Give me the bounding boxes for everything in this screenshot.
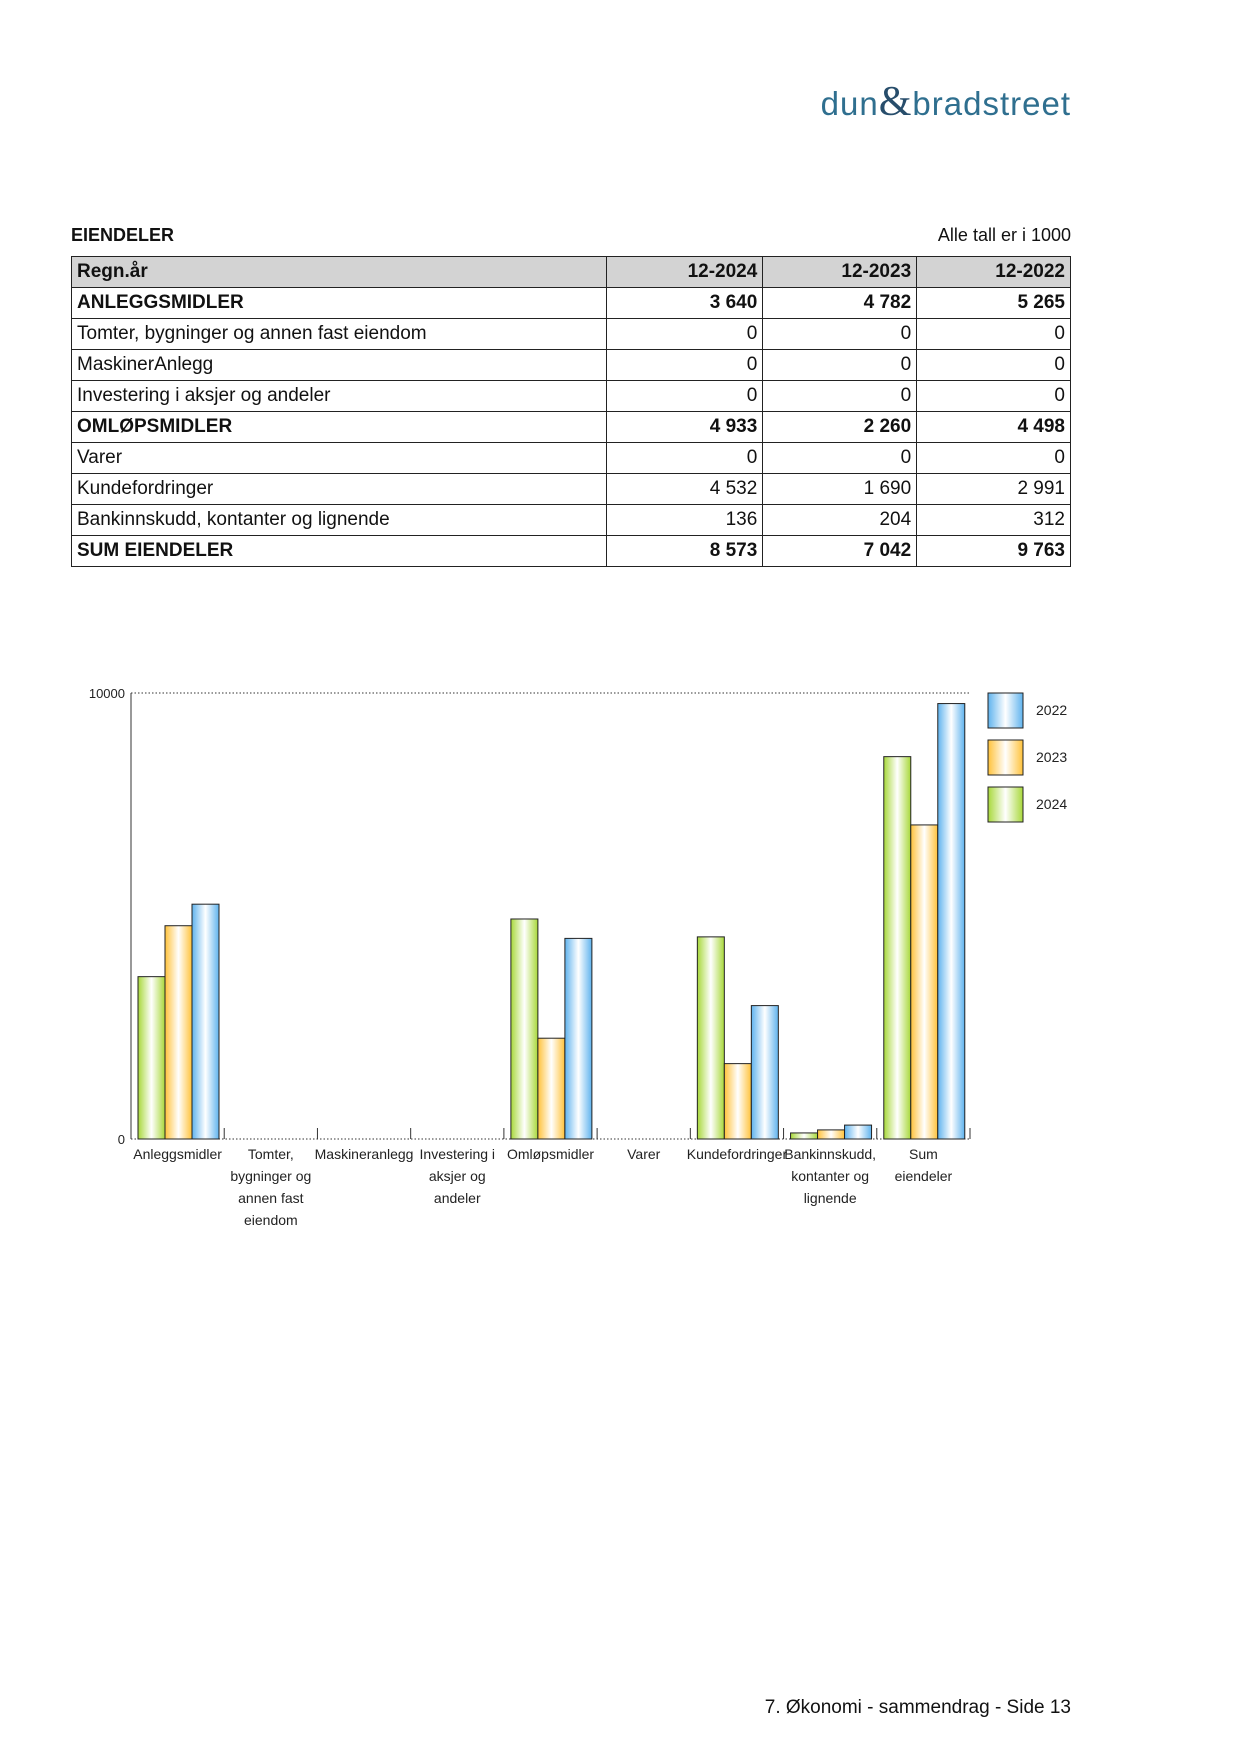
bar <box>137 976 166 1140</box>
table-cell: ANLEGGSMIDLER <box>70 287 608 319</box>
y-tick-label: 0 <box>118 1132 125 1147</box>
bar <box>510 918 539 1140</box>
legend-label: 2023 <box>1036 749 1067 765</box>
table-cell: Regn.år <box>70 256 608 288</box>
table-cell: 312 <box>916 504 1071 536</box>
table-row: ANLEGGSMIDLER 3 640 4 782 5 265 <box>70 287 1071 319</box>
table-cell: 0 <box>916 318 1071 350</box>
table-row: Tomter, bygninger og annen fast eiendom 0… <box>70 318 1071 350</box>
x-tick-label: Omløpsmidler <box>507 1146 594 1162</box>
bar <box>883 756 912 1140</box>
table-cell: 2 260 <box>762 411 918 443</box>
chart: 0 10000 Anleggsmidler Tomter, bygninger og an… <box>89 686 1068 1228</box>
bar <box>164 925 193 1140</box>
table-row: Varer 0 0 0 <box>70 442 1071 474</box>
table-cell: 1 690 <box>762 473 918 505</box>
legend-swatch <box>987 786 1024 823</box>
x-tick-label: Anleggsmidler <box>133 1146 222 1162</box>
table-cell: 3 640 <box>606 287 764 319</box>
legend-swatch <box>987 739 1024 776</box>
section-note: Alle tall er i 1000 <box>937 225 1071 245</box>
table-cell: Kundefordringer <box>70 473 608 505</box>
bar <box>564 937 593 1140</box>
table-cell: Tomter, bygninger og annen fast eiendom <box>70 318 608 350</box>
x-tick-label: Maskineranlegg <box>315 1146 414 1162</box>
table-cell: 12-2024 <box>606 256 764 288</box>
x-tick-label: Bankinnskudd, kontanter og lignende <box>784 1146 876 1206</box>
table-cell: 8 573 <box>606 535 764 567</box>
section-title: EIENDELER <box>71 225 175 245</box>
table-cell: 0 <box>762 442 918 474</box>
table-cell: MaskinerAnlegg <box>70 349 608 381</box>
y-tick-label: 10000 <box>89 686 125 701</box>
bar <box>750 1005 779 1140</box>
bar <box>817 1129 846 1140</box>
x-tick-label: Kundefordringer <box>687 1146 788 1162</box>
table-row: MaskinerAnlegg 0 0 0 <box>70 349 1071 381</box>
footer: 7. Økonomi - sammendrag - Side 13 <box>764 1697 1071 1718</box>
table-cell: 136 <box>606 504 764 536</box>
legend-label: 2024 <box>1036 796 1067 812</box>
table-cell: Varer <box>70 442 608 474</box>
logo-text: dun <box>820 85 879 122</box>
bar <box>191 903 220 1140</box>
x-tick-label: Investering i aksjer og andeler <box>420 1146 495 1206</box>
table-row: SUM EIENDELER 8 573 7 042 9 763 <box>70 535 1071 567</box>
bar <box>696 936 725 1140</box>
table-row: Kundefordringer 4 532 1 690 2 991 <box>70 473 1071 505</box>
table-row: Regn.år 12-2024 12-2023 12-2022 <box>70 256 1071 288</box>
bar <box>910 824 939 1140</box>
table-cell: 0 <box>916 442 1071 474</box>
table-cell: OMLØPSMIDLER <box>70 411 608 443</box>
table-cell: Investering i aksjer og andeler <box>70 380 608 412</box>
table-row: OMLØPSMIDLER 4 933 2 260 4 498 <box>70 411 1071 443</box>
legend-swatch <box>987 692 1024 729</box>
bar <box>537 1037 566 1140</box>
table-cell: 12-2023 <box>762 256 918 288</box>
logo: dun&bradstreet <box>821 78 1071 126</box>
table-cell: Bankinnskudd, kontanter og lignende <box>70 504 608 536</box>
legend-label: 2022 <box>1036 702 1067 718</box>
bar <box>937 703 966 1140</box>
bar <box>790 1132 819 1140</box>
table: Regn.år 12-2024 12-2023 12-2022 ANLEGGSMIDLE… <box>70 256 1071 567</box>
table-cell: 9 763 <box>916 535 1071 567</box>
x-tick-label: Tomter, bygninger og annen fast eiendom <box>230 1146 311 1228</box>
table-cell: 4 498 <box>916 411 1071 443</box>
table-cell: 5 265 <box>916 287 1071 319</box>
bar <box>844 1124 873 1140</box>
x-tick-label: Varer <box>627 1146 661 1162</box>
x-tick-label: Sum eiendeler <box>895 1146 953 1184</box>
table-cell: 12-2022 <box>916 256 1071 288</box>
table-cell: 0 <box>762 349 918 381</box>
table-cell: SUM EIENDELER <box>70 535 608 567</box>
table-cell: 7 042 <box>762 535 918 567</box>
logo-text: bradstreet <box>912 85 1071 122</box>
logo-ampersand: & <box>878 79 913 125</box>
table-cell: 4 933 <box>606 411 764 443</box>
bar <box>723 1063 752 1140</box>
